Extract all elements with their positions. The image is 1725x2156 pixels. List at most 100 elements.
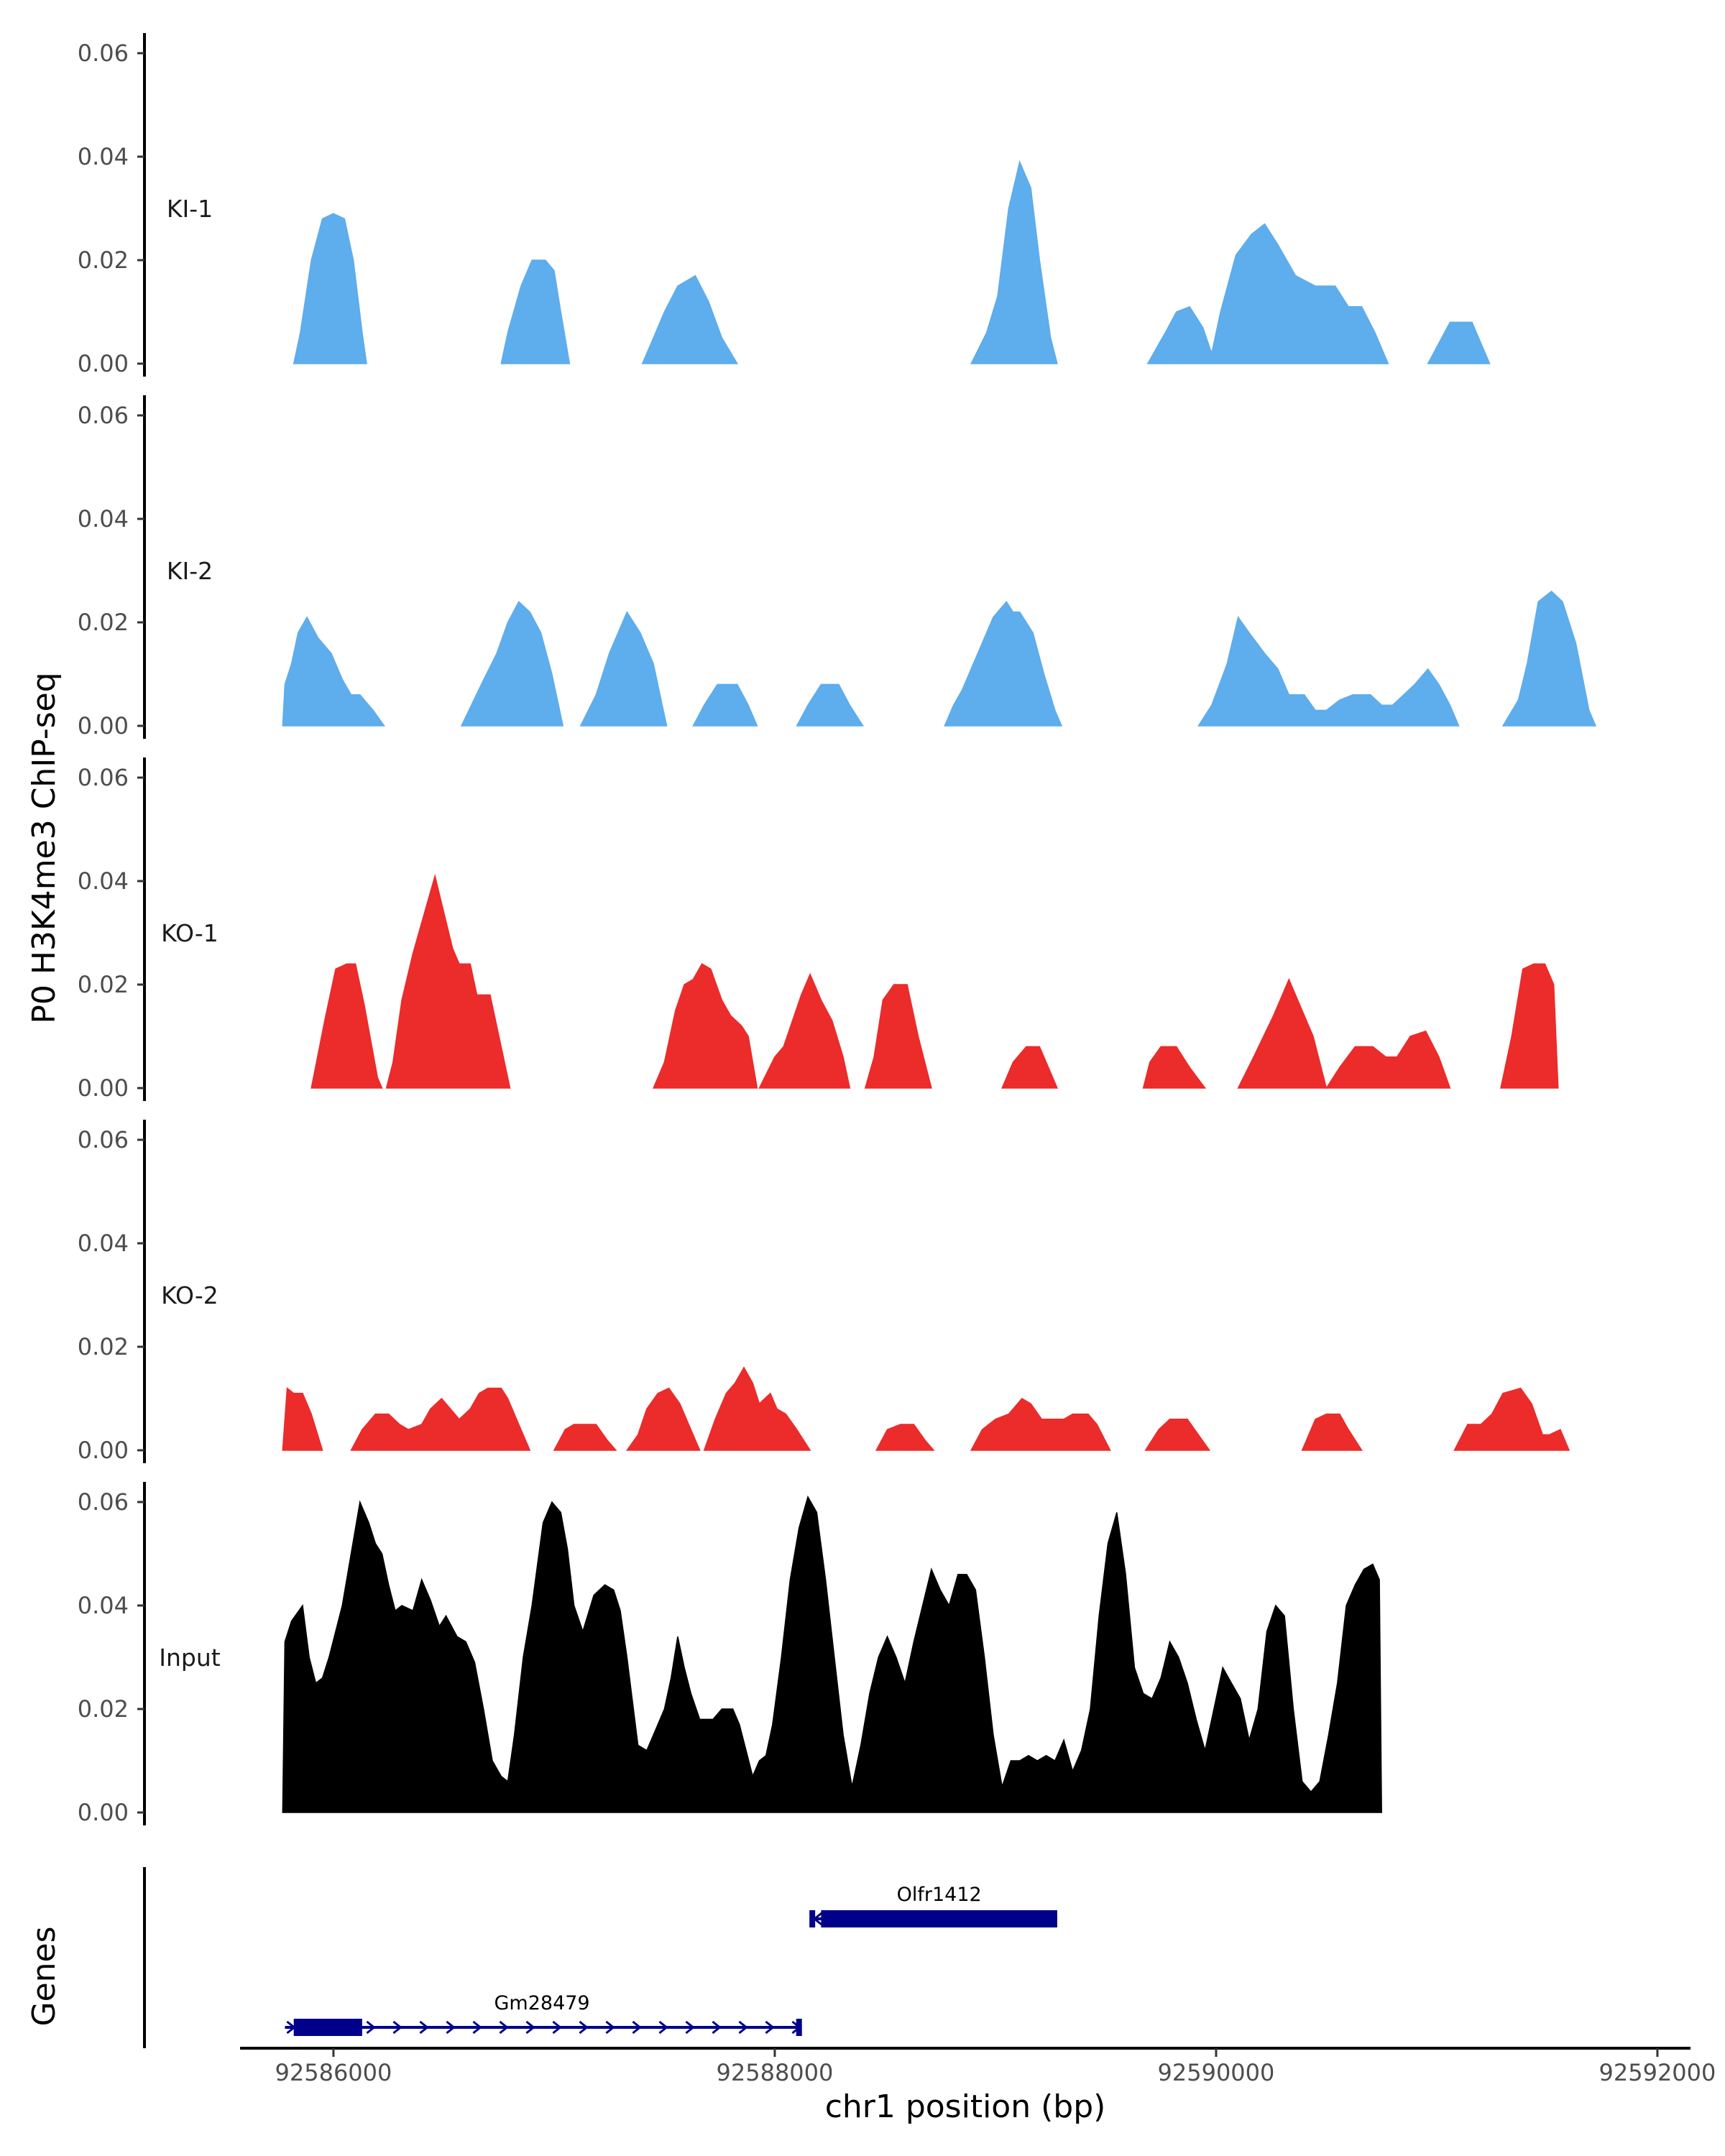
signal-area-ko-2-8: [1301, 1413, 1363, 1451]
x-tick-label: 92588000: [717, 2059, 834, 2086]
y-tick-label: 0.02: [78, 247, 129, 274]
signal-area-ko-2-1: [350, 1387, 531, 1451]
strand-chevron: [552, 2020, 562, 2035]
x-tick-label: 92586000: [275, 2059, 392, 2086]
track-panel-ki-1: 0.00 0.02 0.04 0.06 KI-1: [78, 33, 1491, 377]
signal-area-ki-2-6: [1197, 616, 1460, 727]
x-axis-title: chr1 position (bp): [825, 2088, 1106, 2125]
strand-chevron: [499, 2020, 509, 2035]
track-label: KI-1: [167, 195, 213, 223]
gene-exon: [821, 1910, 1057, 1927]
y-tick-label: 0.00: [78, 1437, 129, 1464]
signal-area-ki-1-5: [1427, 321, 1491, 364]
track-panel-ko-1: 0.00 0.02 0.04 0.06 KO-1: [78, 757, 1559, 1102]
signal-area-ko-1-0: [310, 963, 383, 1089]
gene-olfr1412: Olfr1412: [809, 1884, 1057, 1927]
signal-area-ki-1-3: [970, 160, 1058, 364]
y-tick-label: 0.00: [78, 1799, 129, 1826]
signal-area-ko-1-3: [758, 972, 851, 1089]
strand-chevron: [366, 2020, 376, 2035]
signal-area-ki-1-2: [641, 275, 739, 364]
y-tick-label: 0.00: [78, 1074, 129, 1102]
signal-area-ko-1-5: [1001, 1046, 1059, 1089]
signal-tracks: 0.00 0.02 0.04 0.06 KI-1 0.00 0.02 0.04 0.06 KI-2…: [78, 33, 1597, 1826]
y-tick-label: 0.00: [78, 350, 129, 377]
track-label: Input: [159, 1644, 221, 1672]
strand-chevron: [525, 2020, 535, 2035]
strand-chevron: [605, 2020, 615, 2035]
y-tick-label: 0.02: [78, 609, 129, 636]
signal-area-ko-2-0: [282, 1387, 323, 1451]
track-label: KI-2: [167, 557, 213, 585]
signal-area-ki-2-3: [692, 683, 758, 727]
signal-area-ko-1-4: [864, 984, 932, 1089]
signal-area-ki-2-0: [282, 616, 386, 727]
strand-chevron: [685, 2020, 695, 2035]
signal-area-ko-2-7: [1144, 1419, 1211, 1451]
signal-area-ko-1-6: [1142, 1046, 1207, 1089]
signal-area-ko-1-7: [1237, 977, 1328, 1089]
strand-chevron: [472, 2020, 482, 2035]
signal-area-ko-2-6: [970, 1398, 1111, 1451]
y-tick-label: 0.00: [78, 712, 129, 740]
signal-area-ko-1-2: [652, 963, 758, 1089]
y-tick-label: 0.06: [78, 1126, 129, 1153]
y-tick-label: 0.06: [78, 1488, 129, 1516]
signal-area-ki-1-0: [293, 213, 367, 364]
strand-chevron: [579, 2020, 589, 2035]
signal-area-ko-2-2: [553, 1424, 617, 1451]
signal-area-ki-1-4: [1146, 223, 1389, 364]
signal-area-ko-2-9: [1453, 1387, 1570, 1451]
y-tick-label: 0.04: [78, 505, 129, 533]
gene-annotation-panel: Olfr1412 Gm28479: [143, 1867, 1057, 2048]
y-tick-label: 0.06: [78, 402, 129, 429]
gene-exon: [293, 2019, 362, 2036]
track-panel-ko-2: 0.00 0.02 0.04 0.06 KO-2: [78, 1120, 1570, 1464]
signal-area-ko-1-9: [1500, 963, 1559, 1089]
strand-chevron: [658, 2020, 668, 2035]
signal-area-input-0: [282, 1495, 1382, 1813]
strand-chevron: [419, 2020, 429, 2035]
gene-label: Gm28479: [494, 1992, 589, 2014]
gene-gm28479: Gm28479: [285, 1992, 802, 2036]
gene-label: Olfr1412: [897, 1884, 982, 1906]
signal-area-ki-2-5: [944, 600, 1063, 727]
strand-chevron: [446, 2020, 456, 2035]
strand-chevron: [392, 2020, 402, 2035]
strand-chevron: [632, 2020, 642, 2035]
y-tick-label: 0.04: [78, 143, 129, 170]
x-tick-label: 92592000: [1599, 2059, 1716, 2086]
y-tick-label: 0.04: [78, 867, 129, 895]
signal-area-ko-1-8: [1325, 1030, 1451, 1089]
y-tick-label: 0.02: [78, 1695, 129, 1723]
y-tick-label: 0.02: [78, 1333, 129, 1360]
signal-area-ki-1-1: [500, 259, 571, 364]
signal-area-ko-2-4: [703, 1366, 811, 1451]
signal-area-ki-2-2: [579, 611, 668, 727]
gene-end-cap: [809, 1910, 816, 1927]
track-panel-ki-2: 0.00 0.02 0.04 0.06 KI-2: [78, 395, 1597, 740]
track-label: KO-2: [161, 1281, 218, 1309]
position-axis: 92586000 92588000 92590000 92592000: [240, 2047, 1716, 2086]
y-tick-label: 0.02: [78, 971, 129, 998]
y-tick-label: 0.06: [78, 764, 129, 791]
y-tick-label: 0.04: [78, 1592, 129, 1619]
y-tick-label: 0.04: [78, 1230, 129, 1257]
genes-panel-title: Genes: [26, 1926, 63, 2026]
strand-chevron: [712, 2020, 722, 2035]
signal-area-ko-2-5: [875, 1424, 935, 1451]
track-panel-input: 0.00 0.02 0.04 0.06 Input: [78, 1482, 1382, 1826]
y-tick-label: 0.06: [78, 40, 129, 67]
signal-area-ki-2-4: [796, 683, 865, 727]
y-axis-title: P0 H3K4me3 ChIP-seq: [26, 672, 63, 1023]
strand-chevron: [765, 2020, 775, 2035]
signal-area-ki-2-1: [460, 600, 564, 727]
x-tick-label: 92590000: [1158, 2059, 1275, 2086]
gene-end-cap: [796, 2019, 802, 2036]
signal-area-ko-2-3: [625, 1387, 701, 1451]
track-label: KO-1: [161, 919, 218, 947]
strand-chevron: [738, 2020, 748, 2035]
signal-area-ko-1-1: [385, 873, 511, 1089]
signal-area-ki-2-7: [1501, 590, 1597, 727]
